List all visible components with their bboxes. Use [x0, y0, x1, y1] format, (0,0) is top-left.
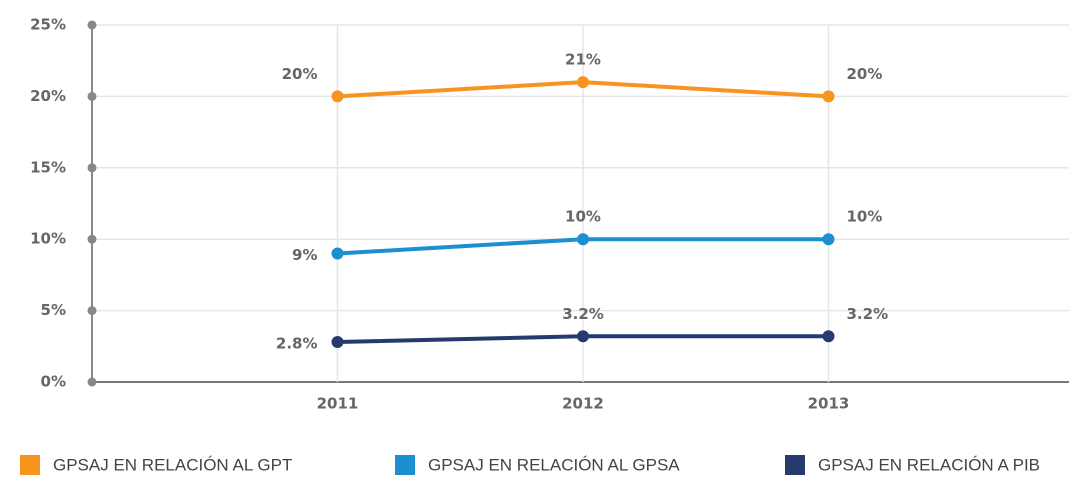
data-point: [577, 76, 589, 89]
data-point: [331, 336, 344, 349]
x-tick-label: 2011: [317, 395, 359, 413]
data-label: 3.2%: [847, 305, 889, 323]
x-tick-label: 2012: [562, 395, 604, 413]
legend-swatch: [20, 455, 40, 475]
data-point: [577, 330, 589, 343]
data-label: 20%: [282, 65, 318, 83]
data-point: [822, 330, 835, 343]
data-label: 21%: [565, 51, 601, 69]
data-point: [331, 247, 344, 260]
data-point: [822, 90, 835, 103]
legend-swatch: [785, 455, 805, 475]
y-tick-label: 0%: [41, 373, 66, 391]
y-tick-label: 20%: [30, 87, 66, 105]
legend-label: GPSAJ EN RELACIÓN AL GPT: [53, 455, 292, 474]
data-point: [822, 233, 835, 246]
y-tick-label: 10%: [30, 230, 66, 248]
y-tick-label: 25%: [30, 16, 66, 34]
y-tick-label: 15%: [30, 158, 66, 176]
data-label: 3.2%: [562, 305, 604, 323]
data-label: 10%: [847, 208, 883, 226]
data-label: 10%: [565, 208, 601, 226]
legend-label: GPSAJ EN RELACIÓN AL GPSA: [428, 455, 680, 474]
x-tick-label: 2013: [808, 395, 850, 413]
data-point: [331, 90, 344, 103]
legend-label: GPSAJ EN RELACIÓN A PIB: [818, 455, 1040, 474]
data-label: 2.8%: [276, 335, 318, 353]
y-tick-label: 5%: [41, 301, 66, 319]
legend-swatch: [395, 455, 415, 475]
data-label: 9%: [292, 246, 317, 264]
data-label: 20%: [847, 65, 883, 83]
data-point: [577, 233, 589, 246]
